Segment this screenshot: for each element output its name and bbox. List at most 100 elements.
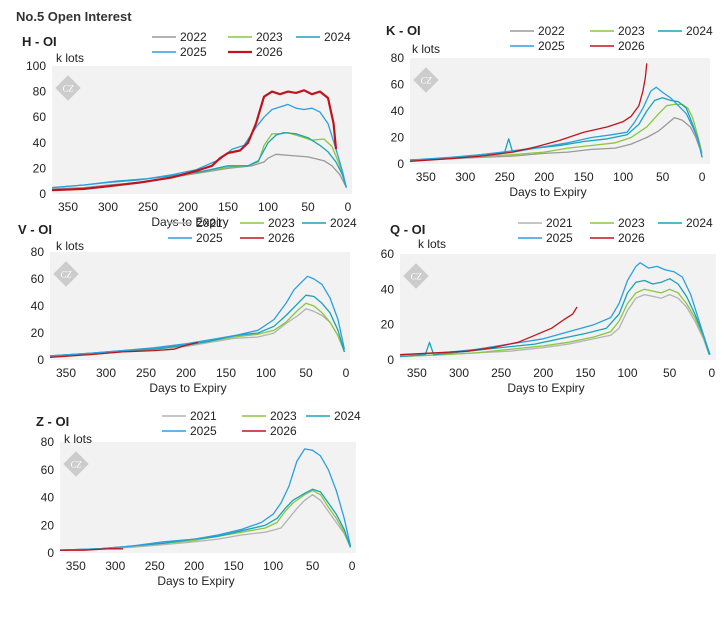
legend-item-2021: 2021 [168,216,223,230]
chart-panel-k: CZ K - OI k lots 0 20 40 60 80 350 300 250 200 150 10… [362,18,724,214]
legend-label: 2025 [196,231,223,245]
y-tick-label: 60 [381,247,395,261]
x-axis-label-z: Days to Expiry [157,574,234,588]
x-tick-label: 50 [656,170,670,184]
y-tick-label: 20 [391,131,405,145]
legend-item-2023: 2023 [242,409,297,423]
x-tick-label: 200 [533,366,553,380]
x-tick-label: 350 [66,559,86,573]
plot-area-k [410,58,710,164]
x-tick-label: 200 [534,170,554,184]
y-tick-label: 60 [31,272,45,286]
y-tick-label: 80 [41,435,55,449]
plot-area-h [52,66,352,194]
legend-label: 2023 [618,24,645,38]
chart-h: CZ H - OI k lots 0 20 40 60 80 100 350 300 250 200 15… [22,30,352,229]
legend-label: 2024 [686,24,713,38]
watermark-logo: CZ [403,263,429,289]
series-line-2026 [51,89,338,192]
legend-item-2022: 2022 [152,30,207,44]
x-axis-label-k: Days to Expiry [509,185,586,199]
chart-title-z: Z - OI [36,414,69,429]
legend-label: 2023 [618,216,645,230]
series-line-2026 [399,306,578,356]
legend-item-2024: 2024 [658,24,713,38]
legend-item-2025: 2025 [152,45,207,59]
y-tick-label: 40 [31,299,45,313]
legend-item-2026: 2026 [242,424,297,438]
series-line-2021 [399,293,710,358]
legend-item-2021: 2021 [518,216,573,230]
page-title: No.5 Open Interest [16,9,132,24]
legend-label: 2026 [268,231,295,245]
y-tick-label: 80 [33,85,47,99]
x-tick-label: 250 [145,559,165,573]
x-tick-label: 350 [58,200,78,214]
chart-z: CZ Z - OI k lots 0 20 40 60 80 350 300 250 200 150 10… [36,409,361,588]
x-tick-label: 0 [699,170,706,184]
y-tick-label: 20 [31,326,45,340]
legend-label: 2026 [618,231,645,245]
legend-label: 2023 [270,409,297,423]
legend-item-2023: 2023 [228,30,283,44]
series-line-2022 [409,116,701,161]
series-line-2023 [399,288,710,358]
y-tick-label: 80 [391,51,405,65]
series-line-2025 [399,262,711,356]
series-line-2024 [409,97,703,161]
legend-label: 2022 [538,24,565,38]
legend-item-2026: 2026 [590,39,645,53]
legend-label: 2024 [686,216,713,230]
x-tick-label: 350 [56,366,76,380]
legend-label: 2024 [330,216,357,230]
chart-title-q: Q - OI [390,222,425,237]
legend-label: 2022 [180,30,207,44]
legend-label: 2021 [546,216,573,230]
legend-item-2026: 2026 [240,231,295,245]
y-tick-label: 0 [387,353,394,367]
y-tick-label: 20 [33,161,47,175]
legend-item-2023: 2023 [240,216,295,230]
series-line-2023 [409,103,703,161]
x-tick-label: 100 [256,366,276,380]
legend-label: 2025 [180,45,207,59]
svg-text:CZ: CZ [420,76,432,86]
legend-label: 2021 [190,409,217,423]
chart-k: CZ K - OI k lots 0 20 40 60 80 350 300 250 200 150 10… [386,23,713,199]
watermark-logo: CZ [63,451,89,477]
svg-text:CZ: CZ [410,272,422,282]
y-tick-label: 0 [39,187,46,201]
plot-area-q [400,254,716,360]
y-tick-label: 0 [47,546,54,560]
x-tick-label: 50 [663,366,677,380]
series-line-2025 [51,103,348,189]
legend-item-2024: 2024 [302,216,357,230]
series-line-2026 [409,63,648,162]
svg-text:CZ: CZ [70,460,82,470]
legend-label: 2026 [256,45,283,59]
chart-panel-v: CZ V - OI k lots 0 20 40 60 80 350 300 250 200 150 10… [0,214,362,406]
legend-label: 2025 [190,424,217,438]
chart-panel-h: CZ H - OI k lots 0 20 40 60 80 100 350 300 250 200 15… [0,28,362,229]
chart-v: CZ V - OI k lots 0 20 40 60 80 350 300 250 200 150 10… [18,216,357,395]
y-tick-label: 40 [41,491,55,505]
x-tick-label: 50 [306,559,320,573]
x-tick-label: 100 [263,559,283,573]
x-axis-label-q: Days to Expiry [507,381,584,395]
x-tick-label: 0 [343,366,350,380]
y-tick-label: 20 [41,518,55,532]
legend-label: 2024 [334,409,361,423]
legend-label: 2026 [270,424,297,438]
x-tick-label: 0 [345,200,352,214]
x-tick-label: 150 [575,366,595,380]
x-tick-label: 300 [449,366,469,380]
x-tick-label: 300 [96,366,116,380]
chart-q: CZ Q - OIk lots 0 20 40 60 350 300 250 200 150 100 5… [381,216,716,395]
y-tick-label: 40 [391,104,405,118]
legend-label: 2021 [196,216,223,230]
series-line-2024 [399,278,710,358]
legend-item-2023: 2023 [590,24,645,38]
legend-label: 2023 [268,216,295,230]
legend-item-2024: 2024 [306,409,361,423]
series-line-2025 [49,275,346,357]
